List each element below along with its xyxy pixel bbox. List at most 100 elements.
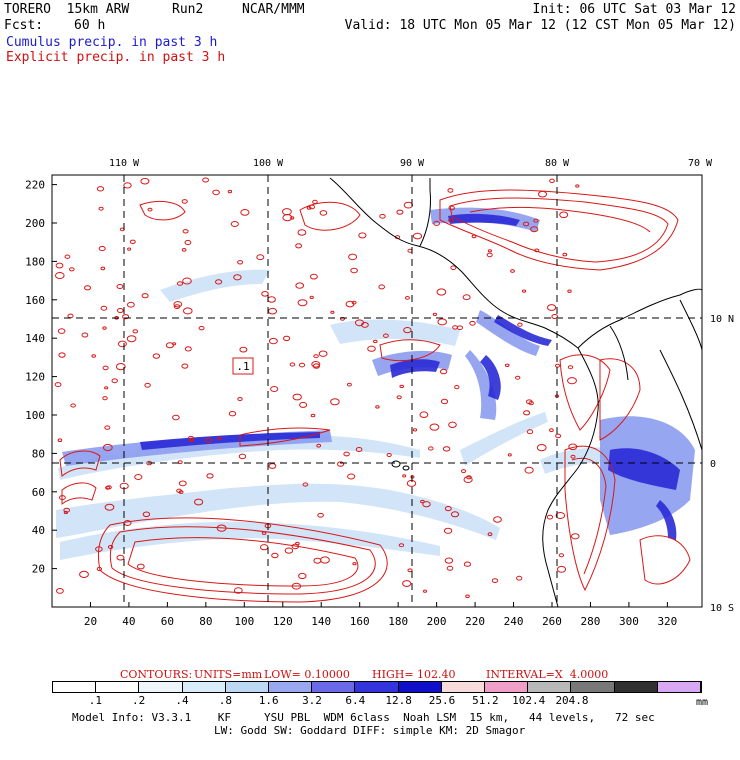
contour-cell — [298, 362, 306, 368]
contour-cell — [240, 209, 250, 216]
contour-cell — [63, 507, 70, 513]
x-tick-label: 180 — [388, 615, 408, 628]
contour-cell — [81, 332, 89, 338]
contour-cell — [343, 451, 350, 457]
contour-cell — [237, 397, 243, 401]
contour-cell — [444, 506, 452, 512]
box-label: .1 — [236, 360, 249, 373]
contour-cell — [469, 320, 476, 326]
contour-cell — [355, 447, 363, 452]
contour-cell — [402, 580, 412, 587]
contour-cell — [98, 245, 106, 252]
contour-cell — [115, 363, 126, 371]
x-tick-label: 60 — [161, 615, 174, 628]
contour-cell — [367, 345, 376, 352]
contour-cell — [126, 335, 137, 343]
contour-cell — [340, 316, 345, 321]
contour-cell — [57, 438, 63, 443]
colorbar-label: 204.8 — [555, 694, 589, 707]
contour-cell — [297, 229, 307, 236]
contour-cell — [107, 545, 114, 549]
contour-cell — [55, 262, 64, 269]
colorbar-swatch — [182, 682, 226, 692]
x-tick-label: 320 — [657, 615, 677, 628]
contour-cell — [386, 453, 392, 457]
contour-cell — [530, 226, 539, 233]
colorbar-swatch — [225, 682, 270, 692]
contour-cell — [536, 444, 547, 452]
contour-cell — [144, 382, 151, 388]
contour-cell — [383, 333, 389, 338]
y-tick-label: 100 — [25, 409, 45, 422]
y-tick-label: 220 — [25, 179, 45, 192]
contour-cell — [447, 188, 454, 193]
contour-cell — [567, 365, 574, 370]
contour-cell — [404, 296, 410, 300]
contour-cell — [136, 563, 145, 570]
contour-cell — [348, 253, 358, 261]
colorbar-swatch — [528, 682, 572, 692]
contour-cell — [491, 578, 499, 584]
contour-cell — [59, 495, 66, 501]
contour-cell — [347, 473, 356, 480]
contour-cell — [567, 377, 577, 385]
contour-cell — [269, 337, 278, 345]
contour-cell — [100, 305, 108, 311]
y-tick-label: 40 — [32, 524, 45, 537]
contour-cell — [56, 588, 64, 594]
contour-cell — [98, 206, 104, 211]
colorbar-swatch — [269, 682, 313, 692]
contour-cell — [575, 184, 580, 188]
colorbar-label: 3.2 — [302, 694, 322, 707]
contour-cell — [440, 398, 449, 405]
colorbar-label: .1 — [88, 694, 102, 707]
contour-cell — [487, 249, 492, 253]
contour-cell — [317, 512, 324, 518]
contour-cell — [202, 177, 210, 183]
contour-cell — [517, 322, 523, 327]
contour-cell — [102, 326, 107, 330]
contour-cell — [295, 541, 300, 546]
contour-cell — [309, 295, 314, 299]
contour-cell — [69, 267, 75, 272]
contour-cell — [310, 273, 318, 280]
contour-cell — [454, 385, 460, 390]
x-tick-label: 120 — [273, 615, 293, 628]
contour-cell — [562, 252, 568, 257]
contour-cell — [270, 386, 279, 392]
contour-cell — [216, 524, 227, 532]
contour-cell — [181, 199, 188, 204]
contours-units: UNITS=mm — [194, 668, 263, 681]
contour-cell — [64, 254, 71, 259]
contour-cell — [187, 435, 195, 441]
contour-cell — [528, 401, 534, 406]
contour-cell — [465, 594, 470, 599]
contour-cell — [306, 206, 312, 210]
contour-cell — [184, 346, 192, 352]
contour-cell — [316, 443, 322, 448]
y-tick-label: 20 — [32, 563, 45, 576]
init-time: Init: 06 UTC Sat 03 Mar 12 — [532, 2, 737, 17]
contour-cell — [352, 562, 357, 566]
contour-cell — [297, 299, 308, 307]
contour-cell — [96, 186, 105, 192]
contour-cell — [428, 446, 434, 451]
contour-cell — [271, 552, 279, 559]
y-tick-label: 60 — [32, 486, 45, 499]
colorbar-swatch — [53, 682, 97, 692]
contour-cell — [504, 363, 510, 368]
contour-cell — [230, 221, 239, 227]
contour-cell — [100, 266, 106, 271]
contour-cell — [444, 557, 454, 564]
colorbar-label: 25.6 — [428, 694, 456, 707]
contour-cell — [351, 300, 357, 305]
contour-cell — [523, 410, 531, 416]
contour-cell — [116, 554, 125, 561]
contour-cell — [412, 232, 423, 240]
colorbar-label: .8 — [218, 694, 232, 707]
contour-cell — [111, 378, 118, 384]
contour-cell — [91, 354, 96, 358]
contour-cell — [378, 284, 386, 290]
contour-cell — [463, 476, 473, 484]
contour-cell — [298, 572, 307, 580]
